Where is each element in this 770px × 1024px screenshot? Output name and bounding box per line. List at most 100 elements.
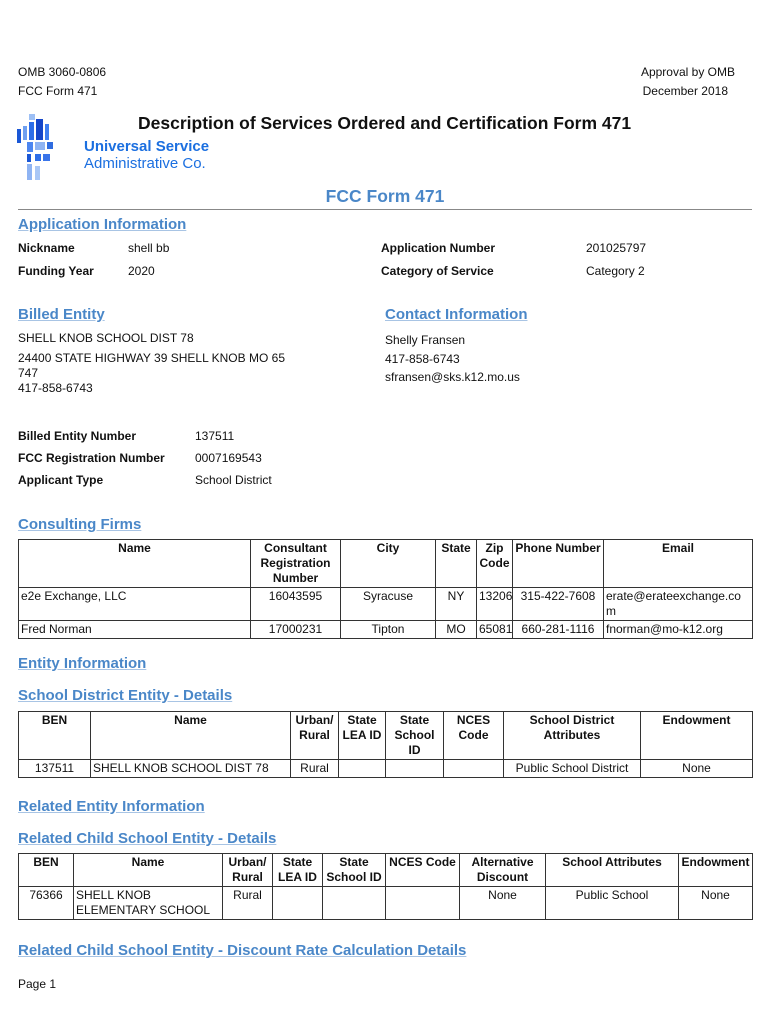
district-details-heading: School District Entity - Details xyxy=(18,687,233,704)
child-details-heading: Related Child School Entity - Details xyxy=(18,830,277,847)
ben-label: Billed Entity Number xyxy=(18,429,137,443)
cell xyxy=(272,886,323,920)
related-entity-heading: Related Entity Information xyxy=(18,798,205,815)
cell: 315-422-7608 xyxy=(512,587,604,621)
usac-logo-mark xyxy=(17,114,62,184)
logo-line2: Administrative Co. xyxy=(84,155,206,172)
cell xyxy=(443,759,504,778)
cell: Syracuse xyxy=(340,587,436,621)
cell: Fred Norman xyxy=(18,620,251,639)
funding-year-value: 2020 xyxy=(128,264,155,278)
cell: None xyxy=(678,886,753,920)
table-header-row: BEN Name Urban/ Rural State LEA ID State… xyxy=(18,853,753,887)
cell: 137511 xyxy=(18,759,91,778)
contact-email: sfransen@sks.k12.mo.us xyxy=(385,370,520,384)
column-header: Consultant Registration Number xyxy=(250,539,341,588)
column-header: Endowment xyxy=(640,711,753,760)
application-number-label: Application Number xyxy=(381,241,496,255)
contact-name: Shelly Fransen xyxy=(385,333,466,347)
omb-number: OMB 3060-0806 xyxy=(18,65,107,79)
page-number: Page 1 xyxy=(18,977,57,991)
column-header: School Attributes xyxy=(545,853,679,887)
cell xyxy=(322,886,386,920)
cell: SHELL KNOB SCHOOL DIST 78 xyxy=(90,759,291,778)
column-header: BEN xyxy=(18,711,91,760)
contact-heading: Contact Information xyxy=(385,306,528,323)
cell: 16043595 xyxy=(250,587,341,621)
column-header: BEN xyxy=(18,853,74,887)
column-header: State xyxy=(435,539,477,588)
cell: NY xyxy=(435,587,477,621)
frn-label: FCC Registration Number xyxy=(18,451,165,465)
cell xyxy=(385,759,444,778)
applicant-type-value: School District xyxy=(195,473,272,487)
cell: 13206 xyxy=(476,587,513,621)
table-header-row: BEN Name Urban/ Rural State LEA ID State… xyxy=(18,711,753,760)
column-header: State LEA ID xyxy=(272,853,323,887)
table-row: 137511 SHELL KNOB SCHOOL DIST 78 Rural P… xyxy=(18,759,753,778)
column-header: Name xyxy=(90,711,291,760)
column-header: Endowment xyxy=(678,853,753,887)
consulting-table: Name Consultant Registration Number City… xyxy=(18,539,753,639)
cell: e2e Exchange, LLC xyxy=(18,587,251,621)
cell: None xyxy=(640,759,753,778)
billed-entity-street-2: 747 xyxy=(18,366,39,380)
column-header: Urban/ Rural xyxy=(290,711,339,760)
table-header-row: Name Consultant Registration Number City… xyxy=(18,539,753,588)
cell: 76366 xyxy=(18,886,74,920)
column-header: State LEA ID xyxy=(338,711,386,760)
column-header: Phone Number xyxy=(512,539,604,588)
column-header: City xyxy=(340,539,436,588)
district-entity-table: BEN Name Urban/ Rural State LEA ID State… xyxy=(18,711,753,778)
column-header: State School ID xyxy=(322,853,386,887)
divider xyxy=(18,209,752,210)
cell: Public School xyxy=(545,886,679,920)
cell: fnorman@mo-k12.org xyxy=(603,620,753,639)
nickname-label: Nickname xyxy=(18,241,75,255)
billed-entity-address: SHELL KNOB SCHOOL DIST 78 24400 STATE HI… xyxy=(18,331,285,396)
contact-info: Shelly Fransen 417-858-6743 sfransen@sks… xyxy=(385,331,520,387)
category-value: Category 2 xyxy=(586,264,645,278)
discount-calc-heading: Related Child School Entity - Discount R… xyxy=(18,942,467,959)
table-row: Fred Norman 17000231 Tipton MO 65081 660… xyxy=(18,620,753,639)
billed-entity-heading: Billed Entity xyxy=(18,306,105,323)
billed-entity-name: SHELL KNOB SCHOOL DIST 78 xyxy=(18,331,194,345)
cell: 17000231 xyxy=(250,620,341,639)
page-title: Description of Services Ordered and Cert… xyxy=(138,113,632,133)
column-header: Zip Code xyxy=(476,539,513,588)
cell: MO xyxy=(435,620,477,639)
cell: Rural xyxy=(222,886,273,920)
cell: erate@erateexchange.com xyxy=(603,587,753,621)
column-header: NCES Code xyxy=(443,711,504,760)
table-row: e2e Exchange, LLC 16043595 Syracuse NY 1… xyxy=(18,587,753,621)
cell: 660-281-1116 xyxy=(512,620,604,639)
form-subtitle: FCC Form 471 xyxy=(325,186,445,206)
column-header: School District Attributes xyxy=(503,711,641,760)
cell xyxy=(338,759,386,778)
logo-line1: Universal Service xyxy=(84,138,210,155)
entity-heading: Entity Information xyxy=(18,655,147,672)
category-label: Category of Service xyxy=(381,264,494,278)
column-header: Email xyxy=(603,539,753,588)
billed-entity-street: 24400 STATE HIGHWAY 39 SHELL KNOB MO 65 xyxy=(18,351,285,365)
ben-value: 137511 xyxy=(195,429,235,443)
application-number-value: 201025797 xyxy=(586,241,647,255)
cell: Rural xyxy=(290,759,339,778)
applicant-type-label: Applicant Type xyxy=(18,473,104,487)
consulting-heading: Consulting Firms xyxy=(18,516,142,533)
cell xyxy=(385,886,460,920)
cell: SHELL KNOB ELEMENTARY SCHOOL xyxy=(73,886,223,920)
cell: Public School District xyxy=(503,759,641,778)
form-number: FCC Form 471 xyxy=(18,84,98,98)
cell: Tipton xyxy=(340,620,436,639)
column-header: Urban/ Rural xyxy=(222,853,273,887)
column-header: NCES Code xyxy=(385,853,460,887)
column-header: Alternative Discount xyxy=(459,853,546,887)
column-header: State School ID xyxy=(385,711,444,760)
frn-value: 0007169543 xyxy=(195,451,262,465)
cell: 65081 xyxy=(476,620,513,639)
column-header: Name xyxy=(18,539,251,588)
funding-year-label: Funding Year xyxy=(18,264,94,278)
approval-date: December 2018 xyxy=(642,84,728,98)
